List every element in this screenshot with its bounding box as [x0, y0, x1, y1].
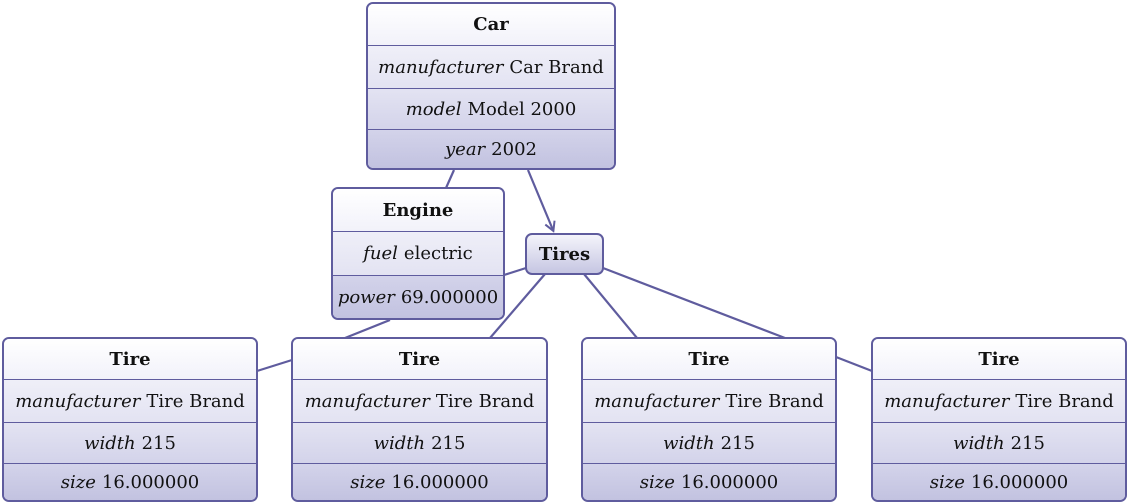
tires-title: Tires — [538, 243, 591, 265]
tire-1-manufacturer-key: manufacturer — [15, 390, 141, 412]
edge-car-tires — [526, 169, 553, 230]
tire-3-width-row: width 215 — [583, 422, 835, 463]
tire-2-width-value: 215 — [431, 432, 466, 454]
car-model-key: model — [405, 98, 462, 120]
tire-4-manufacturer-value: Tire Brand — [1015, 390, 1114, 412]
tire-2-manufacturer-key: manufacturer — [304, 390, 430, 412]
tire-4-size-key: size — [929, 472, 965, 493]
engine-power-value: 69.000000 — [400, 286, 499, 308]
engine-power-row: power 69.000000 — [333, 275, 503, 318]
tire-3-manufacturer-key: manufacturer — [594, 390, 720, 412]
car-model-value: Model 2000 — [467, 98, 577, 120]
tire-1-width-value: 215 — [141, 432, 176, 454]
car-manufacturer-key: manufacturer — [378, 56, 504, 78]
tire-2-title: Tire — [398, 348, 441, 370]
edge-tires-tire-4 — [602, 266, 786, 340]
tire-2-size-key: size — [350, 472, 386, 493]
tire-1-size-row: size 16.000000 — [4, 463, 256, 500]
tire-2-width-row: width 215 — [293, 422, 546, 463]
engine-fuel-row: fuel electric — [333, 231, 503, 275]
tire-4-width-row: width 215 — [873, 422, 1125, 463]
tire-2-title-row: Tire — [293, 339, 546, 379]
engine-fuel-value: electric — [403, 243, 473, 264]
engine-fuel-key: fuel — [363, 243, 398, 264]
tire-3-width-value: 215 — [720, 432, 755, 454]
tire-2-width-key: width — [373, 432, 426, 454]
tire-node-1[interactable]: Tire manufacturer Tire Brand width 215 s… — [2, 337, 258, 502]
tire-3-width-key: width — [663, 432, 715, 454]
tire-4-manufacturer-key: manufacturer — [884, 390, 1010, 412]
car-year-key: year — [445, 138, 486, 160]
tire-node-2[interactable]: Tire manufacturer Tire Brand width 215 s… — [291, 337, 548, 502]
tire-2-manufacturer-row: manufacturer Tire Brand — [293, 379, 546, 422]
car-manufacturer-row: manufacturer Car Brand — [368, 45, 614, 88]
tire-4-manufacturer-row: manufacturer Tire Brand — [873, 379, 1125, 422]
engine-node[interactable]: Engine fuel electric power 69.000000 — [331, 187, 505, 320]
tire-4-width-value: 215 — [1010, 432, 1045, 454]
tire-3-size-row: size 16.000000 — [583, 463, 835, 500]
tire-1-manufacturer-row: manufacturer Tire Brand — [4, 379, 256, 422]
tire-3-title: Tire — [688, 348, 730, 370]
tire-3-title-row: Tire — [583, 339, 835, 379]
tire-2-size-value: 16.000000 — [391, 472, 489, 493]
car-node[interactable]: Car manufacturer Car Brand model Model 2… — [366, 2, 616, 170]
tire-1-width-key: width — [84, 432, 136, 454]
tire-4-size-row: size 16.000000 — [873, 463, 1125, 500]
engine-title: Engine — [382, 199, 454, 221]
tire-4-width-key: width — [953, 432, 1005, 454]
engine-power-key: power — [337, 286, 395, 308]
tire-3-manufacturer-value: Tire Brand — [725, 390, 824, 412]
tire-3-size-value: 16.000000 — [680, 472, 779, 493]
tire-1-width-row: width 215 — [4, 422, 256, 463]
tires-node[interactable]: Tires — [525, 233, 604, 275]
edge-tires-engine — [503, 266, 527, 277]
edge-car-engine — [444, 169, 456, 189]
tire-node-3[interactable]: Tire manufacturer Tire Brand width 215 s… — [581, 337, 837, 502]
edge-engine-tire-1 — [344, 318, 391, 340]
car-year-row: year 2002 — [368, 129, 614, 168]
car-year-value: 2002 — [491, 138, 537, 160]
tire-4-title: Tire — [978, 348, 1020, 370]
tires-title-row: Tires — [527, 235, 602, 273]
tire-4-title-row: Tire — [873, 339, 1125, 379]
tire-2-manufacturer-value: Tire Brand — [435, 390, 535, 412]
tire-4-size-value: 16.000000 — [970, 472, 1069, 493]
tire-1-size-value: 16.000000 — [101, 472, 200, 493]
edge-tire-1-tire-2 — [256, 358, 293, 373]
edge-tires-tire-2 — [489, 273, 546, 339]
tire-1-manufacturer-value: Tire Brand — [146, 390, 245, 412]
tire-1-title: Tire — [109, 348, 151, 370]
tire-3-size-key: size — [639, 472, 675, 493]
tire-1-size-key: size — [60, 472, 96, 493]
tire-1-title-row: Tire — [4, 339, 256, 379]
car-model-row: model Model 2000 — [368, 88, 614, 129]
edge-tires-tire-3 — [583, 273, 638, 339]
car-title-row: Car — [368, 4, 614, 45]
car-title: Car — [473, 14, 509, 35]
tire-3-manufacturer-row: manufacturer Tire Brand — [583, 379, 835, 422]
tire-2-size-row: size 16.000000 — [293, 463, 546, 500]
edge-tire-3-tire-4 — [835, 355, 873, 373]
tire-node-4[interactable]: Tire manufacturer Tire Brand width 215 s… — [871, 337, 1127, 502]
car-manufacturer-value: Car Brand — [509, 56, 604, 78]
engine-title-row: Engine — [333, 189, 503, 231]
